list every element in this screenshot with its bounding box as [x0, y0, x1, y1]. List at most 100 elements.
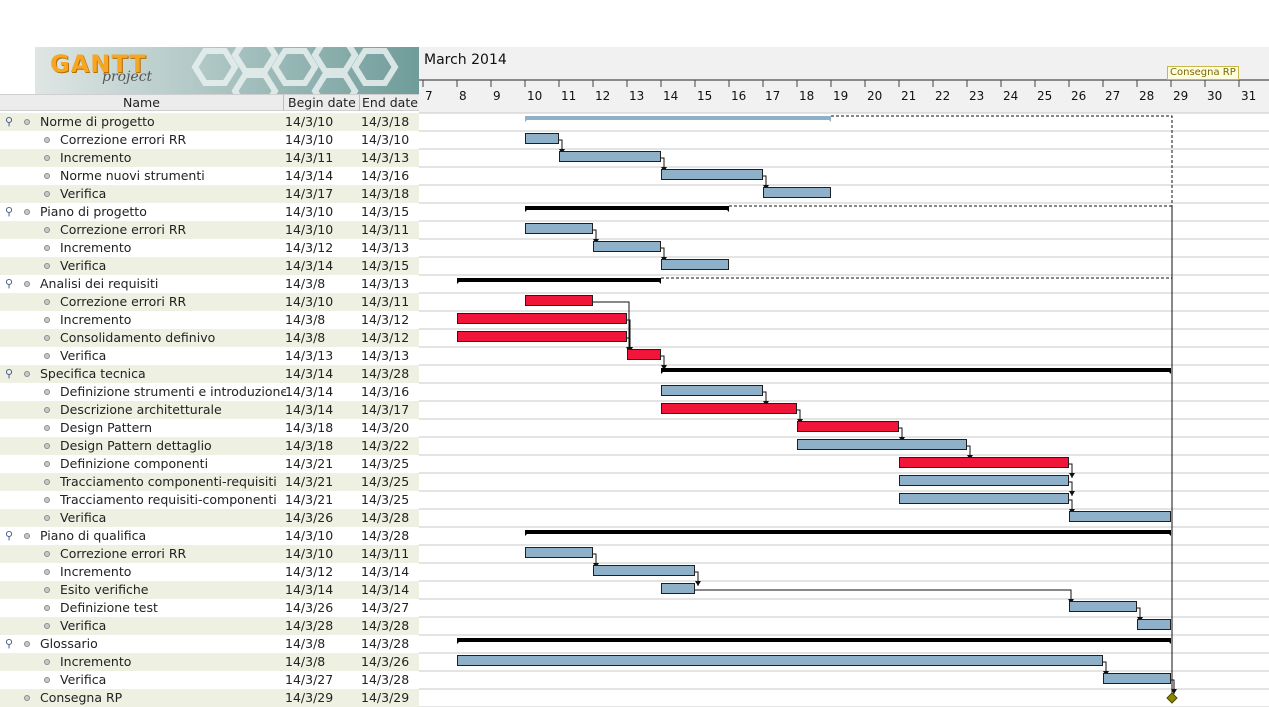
task-name[interactable]: Tracciamento componenti-requisiti [60, 474, 277, 489]
task-name[interactable]: Definizione test [60, 600, 158, 615]
task-bar[interactable] [797, 439, 967, 450]
task-end-date[interactable]: 14/3/25 [361, 456, 410, 471]
task-end-date[interactable]: 14/3/16 [361, 384, 410, 399]
task-row[interactable]: Design Pattern 14/3/18 14/3/20 [0, 419, 419, 437]
collapse-toggle-icon[interactable]: ⚲ [4, 115, 14, 128]
task-bar[interactable] [1069, 511, 1171, 522]
task-name[interactable]: Verifica [60, 510, 107, 525]
task-bar[interactable] [627, 349, 661, 360]
task-begin-date[interactable]: 14/3/26 [285, 600, 334, 615]
task-begin-date[interactable]: 14/3/10 [285, 294, 334, 309]
task-name[interactable]: Incremento [60, 240, 132, 255]
task-row[interactable]: ⚲ Glossario 14/3/8 14/3/28 [0, 635, 419, 653]
summary-bar[interactable] [525, 206, 729, 210]
task-bar[interactable] [661, 259, 729, 270]
task-end-date[interactable]: 14/3/28 [361, 672, 410, 687]
task-row[interactable]: Correzione errori RR 14/3/10 14/3/10 [0, 131, 419, 149]
task-bar[interactable] [899, 475, 1069, 486]
task-name[interactable]: Correzione errori RR [60, 294, 187, 309]
task-begin-date[interactable]: 14/3/21 [285, 492, 334, 507]
task-end-date[interactable]: 14/3/28 [361, 510, 410, 525]
task-begin-date[interactable]: 14/3/8 [285, 312, 326, 327]
task-end-date[interactable]: 14/3/18 [361, 186, 410, 201]
task-end-date[interactable]: 14/3/18 [361, 114, 410, 129]
task-end-date[interactable]: 14/3/10 [361, 132, 410, 147]
task-name[interactable]: Esito verifiche [60, 582, 149, 597]
task-name[interactable]: Consolidamento definivo [60, 330, 216, 345]
task-bar[interactable] [525, 547, 593, 558]
task-row[interactable]: Incremento 14/3/12 14/3/14 [0, 563, 419, 581]
task-name[interactable]: Incremento [60, 654, 132, 669]
task-row[interactable]: ⚲ Norme di progetto 14/3/10 14/3/18 [0, 113, 419, 131]
task-begin-date[interactable]: 14/3/21 [285, 474, 334, 489]
task-begin-date[interactable]: 14/3/10 [285, 132, 334, 147]
task-bar[interactable] [457, 313, 627, 324]
task-name[interactable]: Verifica [60, 618, 107, 633]
task-end-date[interactable]: 14/3/29 [361, 690, 410, 705]
task-row[interactable]: Tracciamento requisiti-componenti 14/3/21… [0, 491, 419, 509]
task-end-date[interactable]: 14/3/28 [361, 366, 410, 381]
task-row[interactable]: Correzione errori RR 14/3/10 14/3/11 [0, 293, 419, 311]
task-row[interactable]: Design Pattern dettaglio 14/3/18 14/3/22 [0, 437, 419, 455]
task-begin-date[interactable]: 14/3/21 [285, 456, 334, 471]
task-bar[interactable] [661, 385, 763, 396]
task-end-date[interactable]: 14/3/15 [361, 204, 410, 219]
task-end-date[interactable]: 14/3/13 [361, 240, 410, 255]
task-begin-date[interactable]: 14/3/18 [285, 420, 334, 435]
task-bar[interactable] [457, 655, 1103, 666]
task-end-date[interactable]: 14/3/11 [361, 294, 410, 309]
task-row[interactable]: Norme nuovi strumenti 14/3/14 14/3/16 [0, 167, 419, 185]
task-name[interactable]: Correzione errori RR [60, 222, 187, 237]
task-name[interactable]: Correzione errori RR [60, 546, 187, 561]
task-name[interactable]: Consegna RP [40, 690, 123, 705]
collapse-toggle-icon[interactable]: ⚲ [4, 529, 14, 542]
task-row[interactable]: Verifica 14/3/27 14/3/28 [0, 671, 419, 689]
summary-bar[interactable] [661, 368, 1171, 372]
task-begin-date[interactable]: 14/3/10 [285, 204, 334, 219]
task-begin-date[interactable]: 14/3/12 [285, 240, 334, 255]
task-end-date[interactable]: 14/3/11 [361, 222, 410, 237]
summary-bar[interactable] [457, 638, 1171, 642]
task-bar[interactable] [797, 421, 899, 432]
task-begin-date[interactable]: 14/3/11 [285, 150, 334, 165]
task-begin-date[interactable]: 14/3/28 [285, 618, 334, 633]
collapse-toggle-icon[interactable]: ⚲ [4, 205, 14, 218]
task-row[interactable]: ⚲ Piano di progetto 14/3/10 14/3/15 [0, 203, 419, 221]
task-end-date[interactable]: 14/3/14 [361, 564, 410, 579]
task-row[interactable]: Incremento 14/3/11 14/3/13 [0, 149, 419, 167]
task-begin-date[interactable]: 14/3/14 [285, 168, 334, 183]
task-row[interactable]: Consolidamento definivo 14/3/8 14/3/12 [0, 329, 419, 347]
task-begin-date[interactable]: 14/3/8 [285, 654, 326, 669]
task-end-date[interactable]: 14/3/25 [361, 474, 410, 489]
task-begin-date[interactable]: 14/3/10 [285, 114, 334, 129]
task-end-date[interactable]: 14/3/28 [361, 528, 410, 543]
task-end-date[interactable]: 14/3/12 [361, 312, 410, 327]
task-name[interactable]: Incremento [60, 150, 132, 165]
task-end-date[interactable]: 14/3/14 [361, 582, 410, 597]
task-bar[interactable] [899, 457, 1069, 468]
column-header-name[interactable]: Name [0, 95, 284, 111]
task-bar[interactable] [763, 187, 831, 198]
task-row[interactable]: Definizione strumenti e introduzione 14/3… [0, 383, 419, 401]
task-begin-date[interactable]: 14/3/26 [285, 510, 334, 525]
summary-bar[interactable] [525, 530, 1171, 534]
task-begin-date[interactable]: 14/3/8 [285, 276, 326, 291]
task-row[interactable]: Correzione errori RR 14/3/10 14/3/11 [0, 221, 419, 239]
task-end-date[interactable]: 14/3/13 [361, 276, 410, 291]
collapse-toggle-icon[interactable]: ⚲ [4, 277, 14, 290]
task-row[interactable]: Esito verifiche 14/3/14 14/3/14 [0, 581, 419, 599]
task-bar[interactable] [525, 133, 559, 144]
task-bar[interactable] [899, 493, 1069, 504]
collapse-toggle-icon[interactable]: ⚲ [4, 367, 14, 380]
task-name[interactable]: Verifica [60, 348, 107, 363]
task-row[interactable]: Incremento 14/3/12 14/3/13 [0, 239, 419, 257]
task-begin-date[interactable]: 14/3/14 [285, 366, 334, 381]
task-name[interactable]: Descrizione architetturale [60, 402, 222, 417]
task-end-date[interactable]: 14/3/28 [361, 636, 410, 651]
task-end-date[interactable]: 14/3/20 [361, 420, 410, 435]
milestone-diamond[interactable] [1166, 692, 1178, 704]
task-row[interactable]: Incremento 14/3/8 14/3/26 [0, 653, 419, 671]
task-begin-date[interactable]: 14/3/18 [285, 438, 334, 453]
task-name[interactable]: Glossario [40, 636, 98, 651]
task-end-date[interactable]: 14/3/17 [361, 402, 410, 417]
